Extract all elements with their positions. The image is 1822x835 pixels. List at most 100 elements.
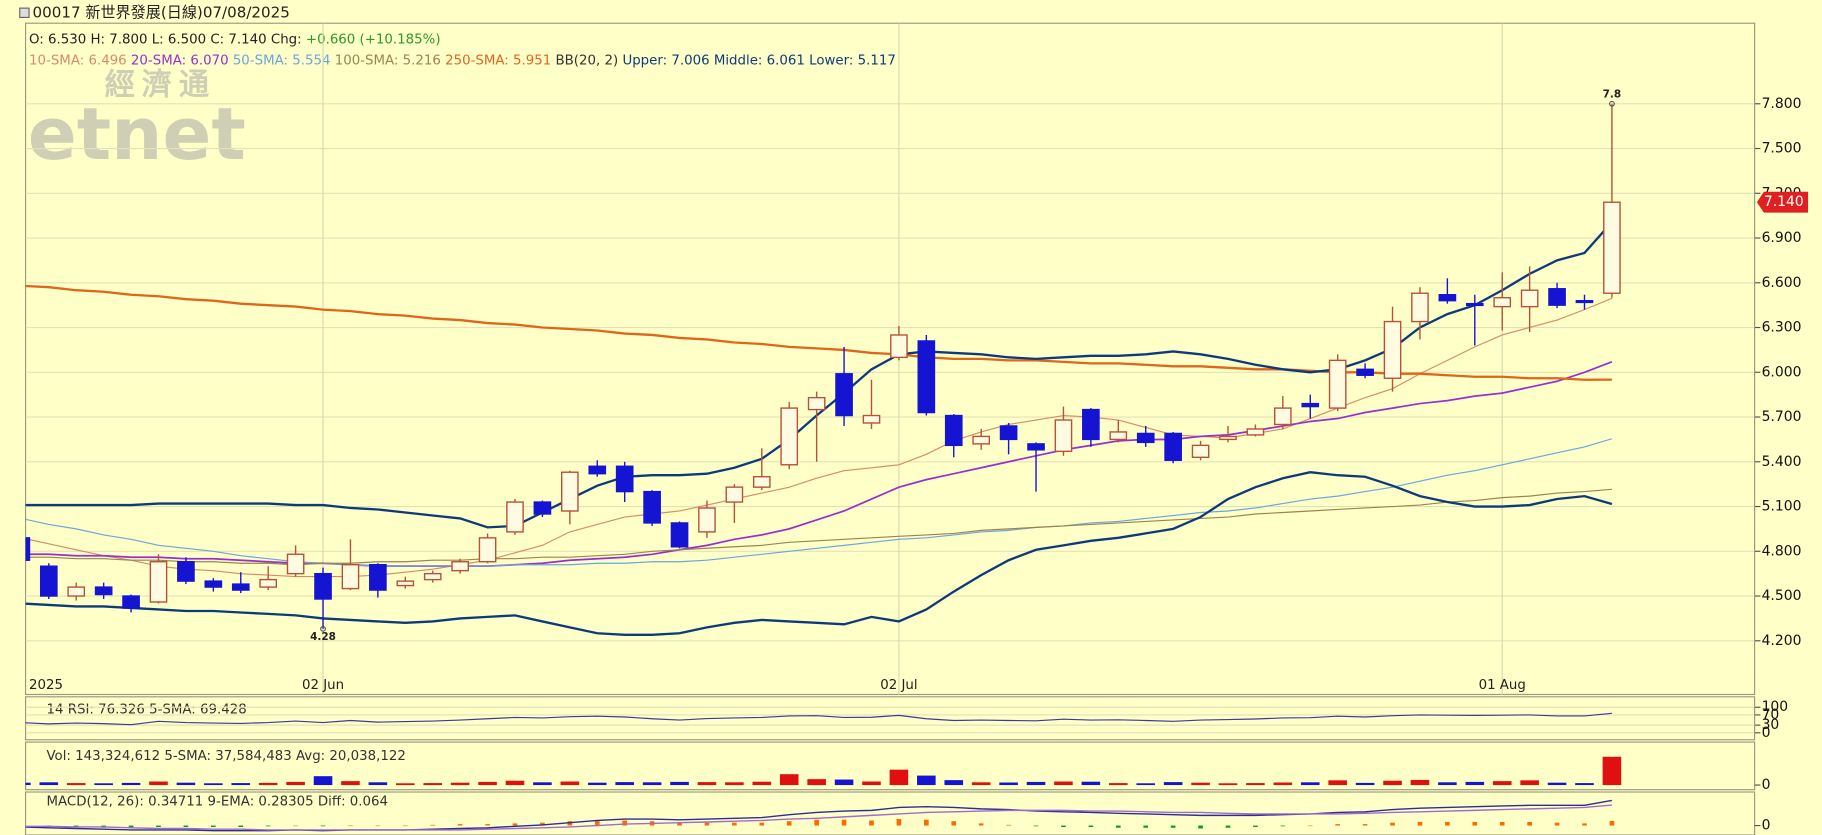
last-price-tag	[1756, 191, 1809, 213]
y-tick-label: 5.700	[1762, 409, 1802, 425]
candle-body	[39, 565, 58, 597]
volume-panel	[24, 741, 1756, 791]
volume-bar	[533, 782, 552, 786]
rsi-line	[25, 712, 1612, 726]
candle-body	[862, 414, 881, 424]
macd-histogram-bar	[540, 822, 545, 826]
high-marker	[1609, 100, 1615, 107]
candle-body	[451, 561, 469, 572]
volume-bar	[1163, 782, 1183, 786]
candle-body	[1603, 201, 1621, 294]
candle-body	[1520, 289, 1539, 308]
candle-body	[478, 537, 497, 563]
indicator-plot	[25, 706, 1755, 832]
macd-histogram-bar	[1609, 820, 1615, 826]
macd-histogram-bar	[1417, 821, 1423, 826]
candle-body	[25, 537, 31, 561]
macd-histogram-bar	[457, 824, 463, 826]
candle-body	[944, 414, 963, 447]
y-tick-label: 70	[1762, 707, 1780, 723]
diff-name: Diff: 0.064	[318, 794, 388, 809]
candle-body	[752, 475, 771, 488]
volume-bar	[615, 782, 634, 786]
price-plot: 4.28 7.8	[25, 23, 1755, 695]
candle-body	[698, 507, 716, 533]
volume-bar	[834, 779, 854, 786]
volume-bar	[149, 781, 168, 786]
macd-histogram-bar	[978, 823, 984, 826]
macd-line	[25, 804, 1612, 831]
volume-bar	[313, 776, 333, 786]
y-tick-label: 7.500	[1762, 141, 1802, 157]
macd-histogram-bar	[1307, 825, 1313, 827]
volume-bar	[258, 782, 278, 786]
macd-histogram-bar	[1362, 824, 1368, 826]
volume-bar	[341, 781, 360, 786]
candle-body	[1548, 288, 1566, 306]
y-tick-label: 4.200	[1762, 633, 1802, 649]
macd-label: MACD(12, 26): 0.34711 9-EMA: 0.28305 Dif…	[46, 794, 388, 809]
y-tick-label: 6.900	[1762, 230, 1802, 246]
volume-bar	[121, 782, 141, 786]
macd-histogram-bar	[1225, 825, 1231, 828]
volume-bar	[286, 781, 305, 786]
candle-body	[780, 407, 799, 466]
indicator-line	[25, 297, 1613, 578]
volume-bar	[1109, 783, 1128, 786]
y-tick-label: 30	[1762, 717, 1780, 733]
macd-histogram-bar	[1582, 823, 1587, 826]
volume-bar	[1246, 783, 1265, 786]
candle-body	[369, 564, 387, 591]
macd-histogram-bar	[293, 825, 298, 827]
volume-bar	[396, 783, 415, 786]
low-marker	[320, 625, 326, 632]
macd-histogram-bar	[1499, 821, 1505, 826]
macd-histogram-bar	[348, 825, 353, 827]
volume-bar	[1602, 756, 1622, 786]
candle-body	[122, 595, 140, 609]
x-year-label: 2025	[29, 678, 63, 693]
rsi-sma: 5-SMA: 69.428	[149, 703, 247, 718]
macd-histogram-bar	[1390, 822, 1395, 826]
volume-bar	[505, 780, 525, 786]
candle-body	[1136, 432, 1155, 444]
indicator-line	[25, 471, 1613, 636]
y-tick-label: 6.000	[1762, 364, 1802, 380]
y-tick-label: 100	[1762, 699, 1789, 715]
macd-histogram-bar	[841, 819, 847, 826]
axes: 4.200 4.500 4.800 5.100 5.400 5.700 6.000 6.300…	[302, 96, 1809, 834]
macd-histogram-bar	[1170, 825, 1176, 828]
candle-body	[506, 501, 524, 533]
volume-bar	[971, 782, 991, 786]
y-tick-label: 0	[1762, 777, 1771, 793]
rsi-name: 14 RSI: 76.326	[46, 703, 144, 718]
candle-body	[972, 435, 991, 445]
candle-body	[1575, 299, 1594, 304]
macd-histogram-bar	[128, 825, 134, 828]
volume-bar	[1300, 782, 1320, 786]
y-tick-label: 7.800	[1762, 96, 1802, 112]
macd-histogram-bar	[759, 822, 765, 826]
macd-histogram-bar	[1088, 825, 1094, 828]
candle-body	[286, 553, 305, 575]
volume-bar	[39, 782, 59, 786]
candle-body	[561, 471, 579, 512]
chart-title: 00017 新世界發展(日線)07/08/2025	[33, 3, 290, 21]
volume-label: Vol: 143,324,612 5-SMA: 37,584,483 Avg: …	[46, 749, 405, 764]
candle-body	[1219, 435, 1237, 441]
legend-entry: 50-SMA: 5.554	[233, 53, 331, 68]
signal-name: 9-EMA: 0.28305	[208, 794, 314, 809]
menu-icon[interactable]	[19, 7, 30, 19]
volume-bar	[1492, 781, 1512, 786]
volume-bar	[1438, 782, 1457, 786]
candle-body	[423, 572, 442, 581]
candle-body	[1383, 320, 1402, 379]
macd-histogram-bar	[1061, 825, 1066, 828]
candle-body	[1356, 368, 1374, 376]
legend-entry: 100-SMA: 5.216	[335, 53, 441, 68]
ohlc-header: O: 6.530 H: 7.800 L: 6.500 C: 7.140 Chg:…	[29, 32, 440, 47]
volume-bar	[917, 775, 936, 786]
bb-middle-label: Middle: 6.061	[714, 53, 805, 68]
macd-histogram-bar	[265, 825, 271, 827]
